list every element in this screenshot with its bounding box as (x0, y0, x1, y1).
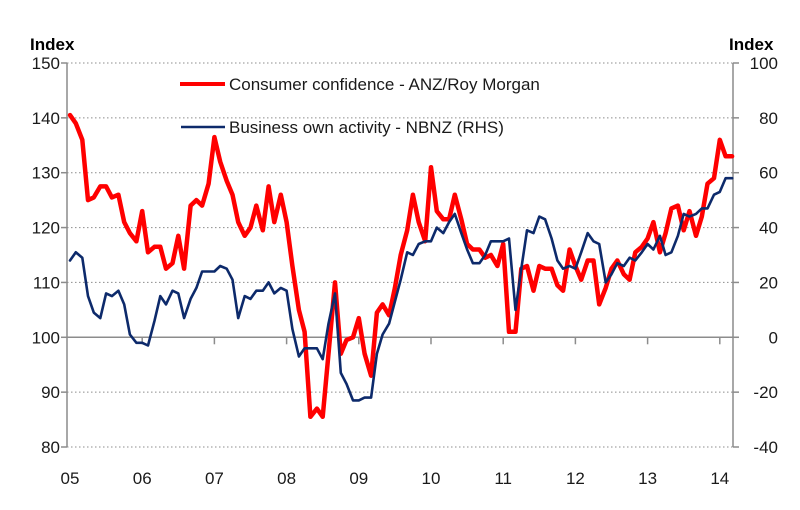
left-axis-tick-labels: 80 90 100 110 120 130 140 150 (32, 54, 60, 457)
left-axis-tick-label: 100 (32, 328, 60, 347)
x-axis-tick-label: 07 (205, 469, 224, 488)
right-axis-tick-label: 40 (759, 219, 778, 238)
series-line-business-activity (68, 176, 734, 402)
right-axis-tick-label: 60 (759, 164, 778, 183)
right-axis-tick-label: -20 (753, 383, 778, 402)
x-axis-tick-label: 10 (422, 469, 441, 488)
right-axis-tick-label: 100 (750, 54, 778, 73)
left-axis-tick-label: 110 (33, 273, 60, 292)
axes (61, 62, 739, 448)
right-axis-tick-labels: -40 -20 0 20 40 60 80 100 (750, 54, 778, 457)
right-axis-tick-label: -40 (753, 438, 778, 457)
legend-label-consumer-confidence: Consumer confidence - ANZ/Roy Morgan (229, 75, 540, 94)
legend-label-business-activity: Business own activity - NBNZ (RHS) (229, 118, 504, 137)
left-axis-tick-label: 80 (41, 438, 60, 457)
left-axis-tick-label: 130 (32, 164, 60, 183)
x-axis-tick-label: 06 (133, 469, 152, 488)
right-axis-title: Index (729, 35, 774, 54)
x-axis-tick-label: 08 (277, 469, 296, 488)
left-axis-tick-label: 120 (32, 219, 60, 238)
right-axis-tick-label: 80 (759, 109, 778, 128)
x-axis-tick-label: 14 (710, 469, 729, 488)
series-line-consumer-confidence (67, 112, 735, 420)
left-axis-tick-label: 150 (32, 54, 60, 73)
x-axis-tick-labels: 05 06 07 08 09 10 11 12 13 14 (61, 469, 730, 488)
x-axis-tick-label: 09 (349, 469, 368, 488)
right-axis-tick-label: 20 (759, 273, 778, 292)
legend: Consumer confidence - ANZ/Roy Morgan Bus… (180, 75, 540, 137)
x-axis-tick-label: 11 (494, 469, 512, 488)
left-axis-title: Index (30, 35, 75, 54)
series-lines (67, 112, 735, 420)
left-axis-tick-label: 90 (41, 383, 60, 402)
x-axis-tick-label: 12 (566, 469, 585, 488)
right-axis-tick-label: 0 (769, 328, 778, 347)
left-axis-tick-label: 140 (32, 109, 60, 128)
x-axis-tick-label: 05 (61, 469, 80, 488)
x-axis-tick-label: 13 (638, 469, 657, 488)
